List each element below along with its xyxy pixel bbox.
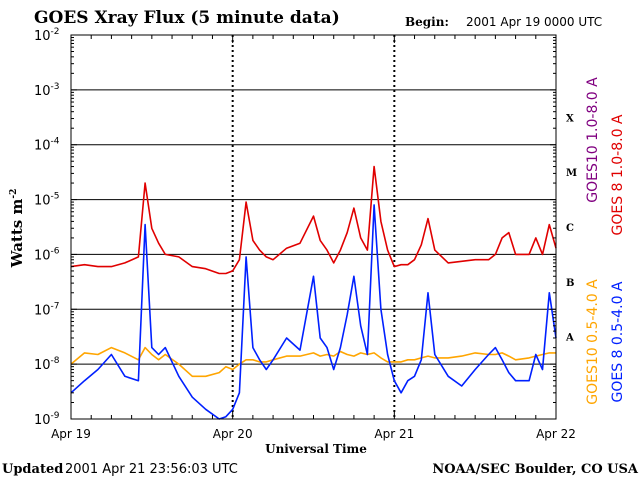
x-tick-label: Apr 19 (51, 427, 91, 441)
footer-credit: NOAA/SEC Boulder, CO USA (432, 462, 639, 477)
flare-class-label: M (566, 168, 577, 179)
begin-value: 2001 Apr 19 0000 UTC (466, 15, 602, 29)
y-axis-label: Watts m (8, 199, 26, 269)
grid-layer (71, 35, 556, 419)
flare-class-label: A (565, 333, 574, 344)
series-layer (70, 165, 557, 420)
legend-label: GOES10 0.5-4.0 A (585, 279, 601, 405)
y-tick-label: 10-2 (34, 27, 60, 44)
legend-label: GOES 8 0.5-4.0 A (610, 281, 626, 402)
legend: GOES10 1.0-8.0 A GOES 8 1.0-8.0 A GOES10 0… (585, 77, 626, 405)
updated-value: 2001 Apr 21 23:56:03 UTC (65, 462, 238, 477)
x-axis-title: Universal Time (265, 442, 367, 456)
y-tick-label: 10-6 (34, 246, 60, 263)
begin-label: Begin: (405, 15, 449, 29)
y-tick-label: 10-3 (34, 82, 60, 99)
x-tick-label: Apr 22 (536, 427, 576, 441)
x-tick-label: Apr 20 (213, 427, 253, 441)
updated-label: Updated (2, 462, 63, 477)
y-axis-label-exponent: -2 (9, 189, 19, 199)
flare-class-label: X (566, 113, 574, 124)
legend-label: GOES10 1.0-8.0 A (585, 77, 601, 203)
legend-item-1: GOES 8 1.0-8.0 A (610, 114, 626, 235)
y-tick-label: 10-5 (34, 192, 60, 209)
series-line-1 (70, 165, 557, 275)
y-tick-label: 10-4 (34, 137, 60, 154)
y-tick-label: 10-8 (34, 356, 60, 373)
legend-label: GOES 8 1.0-8.0 A (610, 114, 626, 235)
axis-layer: 10-9 10-8 10-7 10-6 10-5 10-4 10-3 10-2 Apr 19 Ap… (34, 27, 577, 441)
legend-item-3: GOES 8 0.5-4.0 A (610, 281, 626, 402)
flare-class-label: C (566, 223, 574, 234)
chart-title: GOES Xray Flux (5 minute data) (34, 8, 340, 28)
legend-item-2: GOES10 0.5-4.0 A (585, 279, 601, 405)
y-tick-label: 10-7 (34, 301, 60, 318)
svg-text:Watts m-2: Watts m-2 (8, 189, 26, 269)
y-axis-title: Watts m-2 (8, 189, 26, 269)
series-line-3 (70, 204, 557, 420)
flare-class-label: B (566, 278, 574, 289)
series-line-2 (70, 346, 556, 378)
y-tick-label: 10-9 (34, 411, 60, 428)
legend-item-0: GOES10 1.0-8.0 A (585, 77, 601, 203)
x-tick-label: Apr 21 (374, 427, 414, 441)
